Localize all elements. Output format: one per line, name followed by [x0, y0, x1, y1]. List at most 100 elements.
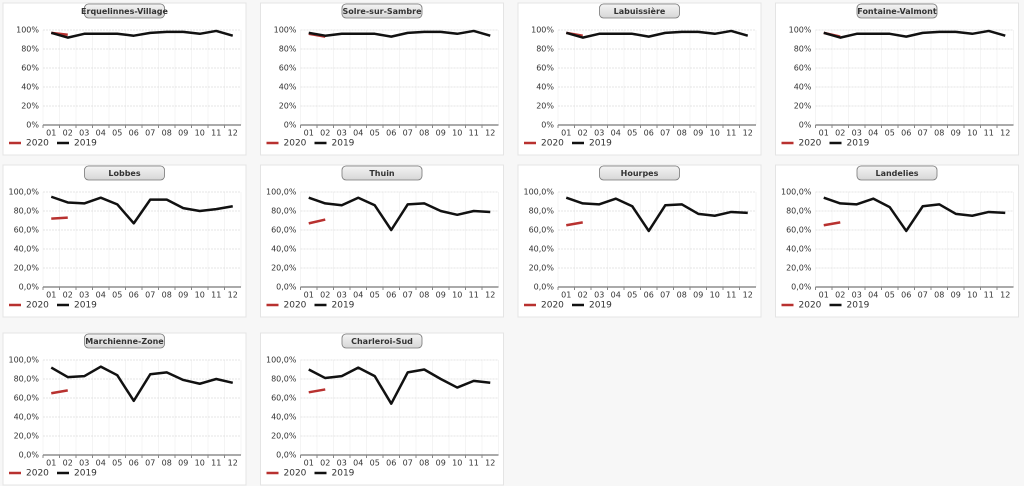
x-tick-label: 11	[211, 291, 221, 300]
x-tick-label: 03	[594, 129, 604, 138]
x-tick-label: 07	[145, 291, 155, 300]
y-tick-label: 20%	[279, 102, 297, 111]
x-tick-label: 11	[211, 129, 221, 138]
x-tick-label: 02	[63, 291, 73, 300]
x-tick-label: 01	[46, 129, 56, 138]
y-tick-label: 60%	[536, 64, 554, 73]
x-tick-label: 12	[485, 129, 495, 138]
x-tick-label: 09	[436, 129, 446, 138]
series-line	[308, 196, 491, 232]
legend-label: 2019	[332, 301, 355, 311]
legend-label: 2020	[799, 301, 822, 311]
x-tick-label: 10	[967, 291, 977, 300]
y-tick-label: 60,0%	[14, 226, 40, 235]
y-tick-label: 20,0%	[271, 432, 297, 441]
x-tick-label: 06	[901, 129, 911, 138]
legend-label: 2019	[332, 469, 355, 479]
x-tick-label: 03	[79, 459, 89, 468]
x-tick-label: 11	[726, 291, 736, 300]
y-tick-label: 100,0%	[266, 356, 297, 365]
title-pill	[84, 3, 165, 19]
y-tick-label: 20%	[536, 102, 554, 111]
title-pill	[599, 165, 680, 181]
y-tick-label: 60,0%	[271, 394, 297, 403]
series-line	[823, 196, 1006, 233]
x-tick-label: 12	[228, 291, 238, 300]
x-tick-label: 09	[436, 459, 446, 468]
x-tick-label: 09	[178, 291, 188, 300]
x-tick-label: 04	[96, 291, 106, 300]
series-line	[566, 221, 583, 227]
x-tick-label: 07	[403, 129, 413, 138]
x-tick-label: 11	[469, 459, 479, 468]
chart-panel: Erquelinnes-Village 0% 20% 40% 60% 80% 100% 01 0…	[2, 2, 247, 156]
x-tick-label: 06	[386, 291, 396, 300]
chart-panel: Thuin 0,0% 20,0% 40,0% 60,0% 80,0% 100,0% 01 02 0…	[260, 164, 504, 318]
series-line	[50, 365, 234, 403]
x-tick-label: 10	[967, 129, 977, 138]
title-pill	[84, 165, 165, 181]
x-tick-label: 07	[918, 291, 928, 300]
legend-label: 2019	[74, 469, 97, 479]
x-tick-label: 10	[195, 459, 205, 468]
x-tick-label: 01	[46, 291, 56, 300]
x-tick-label: 08	[934, 291, 944, 300]
y-tick-label: 60,0%	[529, 226, 555, 235]
x-tick-label: 04	[96, 129, 106, 138]
x-tick-label: 06	[129, 129, 139, 138]
y-tick-label: 0%	[284, 121, 297, 130]
x-tick-label: 12	[228, 129, 238, 138]
x-tick-label: 05	[627, 291, 637, 300]
legend-label: 2019	[74, 301, 97, 311]
x-tick-label: 08	[419, 459, 429, 468]
legend-label: 2020	[26, 139, 49, 149]
series-line	[50, 29, 234, 39]
chart-panel: Lobbes 0,0% 20,0% 40,0% 60,0% 80,0% 100,0% 01 02…	[2, 164, 247, 318]
x-tick-label: 04	[611, 291, 621, 300]
y-tick-label: 80,0%	[271, 375, 297, 384]
x-tick-label: 01	[561, 129, 571, 138]
y-tick-label: 100%	[789, 26, 812, 35]
x-tick-label: 11	[469, 291, 479, 300]
x-tick-label: 03	[79, 129, 89, 138]
y-tick-label: 80,0%	[14, 375, 40, 384]
y-tick-label: 40%	[536, 83, 554, 92]
x-tick-label: 10	[710, 129, 720, 138]
y-tick-label: 0%	[26, 121, 39, 130]
x-tick-label: 05	[370, 129, 380, 138]
legend-label: 2020	[26, 301, 49, 311]
legend-label: 2020	[541, 139, 564, 149]
x-tick-label: 07	[403, 459, 413, 468]
x-tick-label: 01	[46, 459, 56, 468]
x-tick-label: 05	[112, 129, 122, 138]
y-tick-label: 100%	[16, 26, 39, 35]
y-tick-label: 60,0%	[14, 394, 40, 403]
chart-title: Erquelinnes-Village	[81, 7, 168, 16]
chart-title: Charleroi-Sud	[351, 337, 413, 346]
x-tick-label: 02	[835, 129, 845, 138]
y-tick-label: 40,0%	[271, 413, 297, 422]
y-tick-label: 100,0%	[781, 188, 812, 197]
y-tick-label: 0,0%	[19, 283, 40, 292]
x-tick-label: 02	[63, 129, 73, 138]
x-tick-label: 03	[337, 291, 347, 300]
y-tick-label: 80,0%	[529, 207, 555, 216]
x-tick-label: 08	[162, 291, 172, 300]
y-tick-label: 80,0%	[14, 207, 40, 216]
x-tick-label: 03	[337, 459, 347, 468]
x-tick-label: 01	[819, 291, 829, 300]
x-tick-label: 03	[79, 291, 89, 300]
x-tick-label: 09	[178, 129, 188, 138]
chart-title: Marchienne-Zone	[85, 337, 164, 346]
x-tick-label: 10	[452, 291, 462, 300]
series-line	[823, 29, 1006, 39]
panel-bg	[2, 164, 247, 318]
x-tick-label: 04	[96, 459, 106, 468]
series-line	[51, 216, 68, 220]
y-tick-label: 0%	[799, 121, 812, 130]
y-tick-label: 80%	[21, 45, 39, 54]
y-tick-label: 80%	[794, 45, 812, 54]
title-pill	[341, 3, 423, 19]
x-tick-label: 01	[561, 291, 571, 300]
